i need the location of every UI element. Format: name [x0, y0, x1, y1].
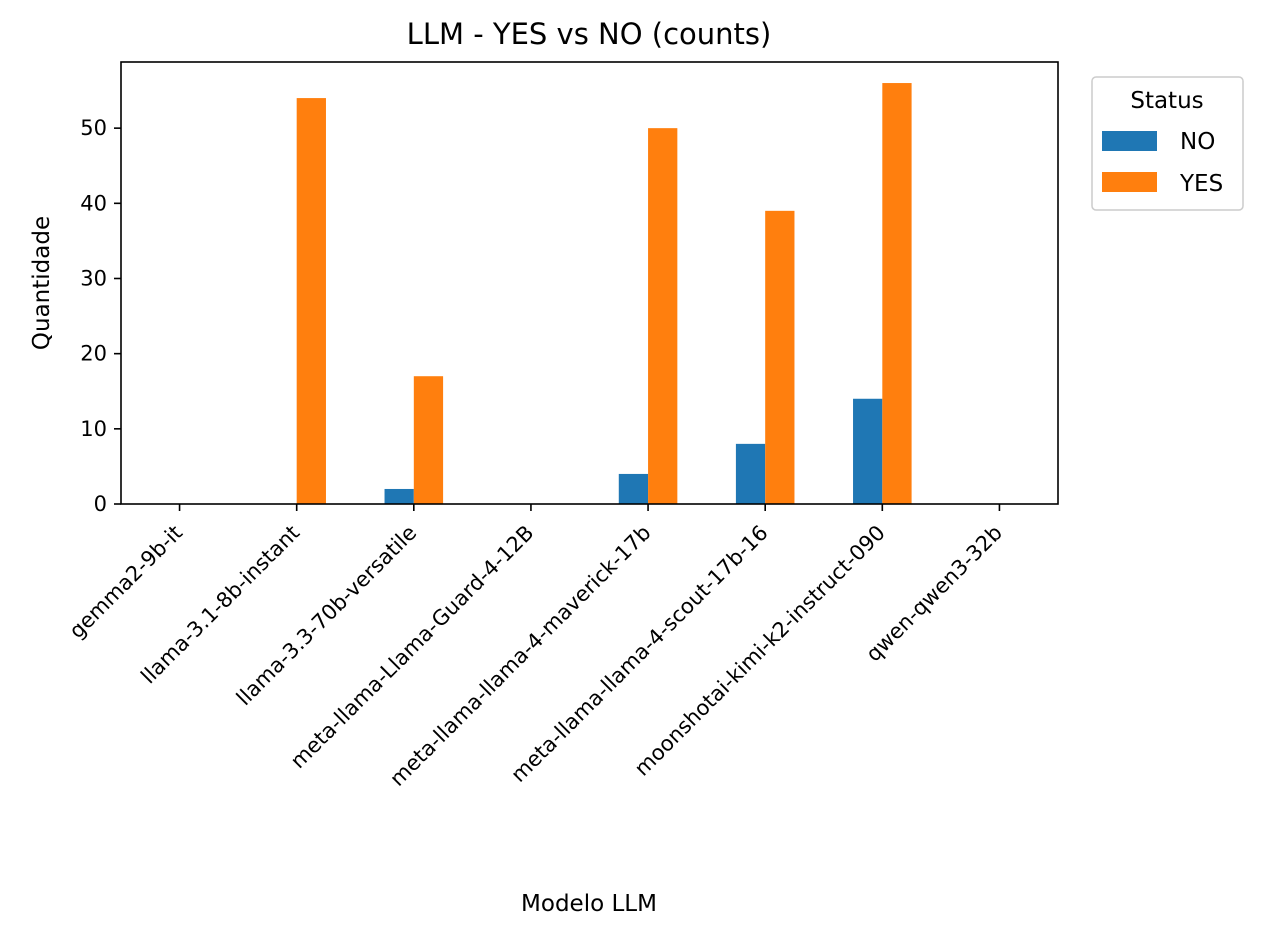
x-tick-label-6: moonshotai-kimi-k2-instruct-090: [630, 521, 890, 781]
legend-swatch-yes: [1102, 172, 1157, 192]
y-tick-label-1: 10: [80, 417, 107, 441]
bar-yes-6: [882, 83, 912, 505]
x-axis: gemma2-9b-itllama-3.1-8b-instantllama-3.…: [65, 504, 1007, 791]
bar-no-5: [735, 443, 766, 504]
x-tick-label-0: gemma2-9b-it: [65, 521, 188, 644]
y-tick-label-2: 20: [80, 342, 107, 366]
bar-yes-2: [413, 376, 444, 504]
y-axis-label: Quantidade: [29, 216, 55, 350]
legend: Status NO YES: [1091, 76, 1244, 211]
bar-no-4: [618, 473, 649, 504]
y-tick-label-0: 0: [94, 492, 107, 516]
bar-no-2: [384, 488, 414, 504]
bar-no-6: [853, 398, 883, 504]
bars-group: [296, 83, 912, 505]
y-tick-label-3: 30: [80, 266, 107, 290]
x-tick-label-3: meta-llama-Llama-Guard-4-12B: [286, 521, 539, 774]
legend-label-yes: YES: [1179, 171, 1223, 197]
x-axis-label: Modelo LLM: [521, 891, 657, 917]
bar-yes-5: [765, 210, 795, 504]
chart-title: LLM - YES vs NO (counts): [407, 17, 772, 51]
bar-yes-1: [296, 98, 326, 504]
plot-frame: [120, 61, 1059, 505]
y-tick-label-5: 50: [80, 116, 107, 140]
x-tick-label-5: meta-llama-llama-4-scout-17b-16: [506, 521, 772, 787]
legend-title: Status: [1130, 88, 1203, 114]
legend-swatch-no: [1102, 131, 1157, 151]
legend-label-no: NO: [1180, 129, 1215, 155]
y-axis: 0 10 20 30 40 50: [80, 116, 121, 516]
y-tick-label-4: 40: [80, 191, 107, 215]
x-tick-label-4: meta-llama-llama-4-maverick-17b: [385, 521, 655, 791]
bar-yes-4: [648, 128, 678, 504]
